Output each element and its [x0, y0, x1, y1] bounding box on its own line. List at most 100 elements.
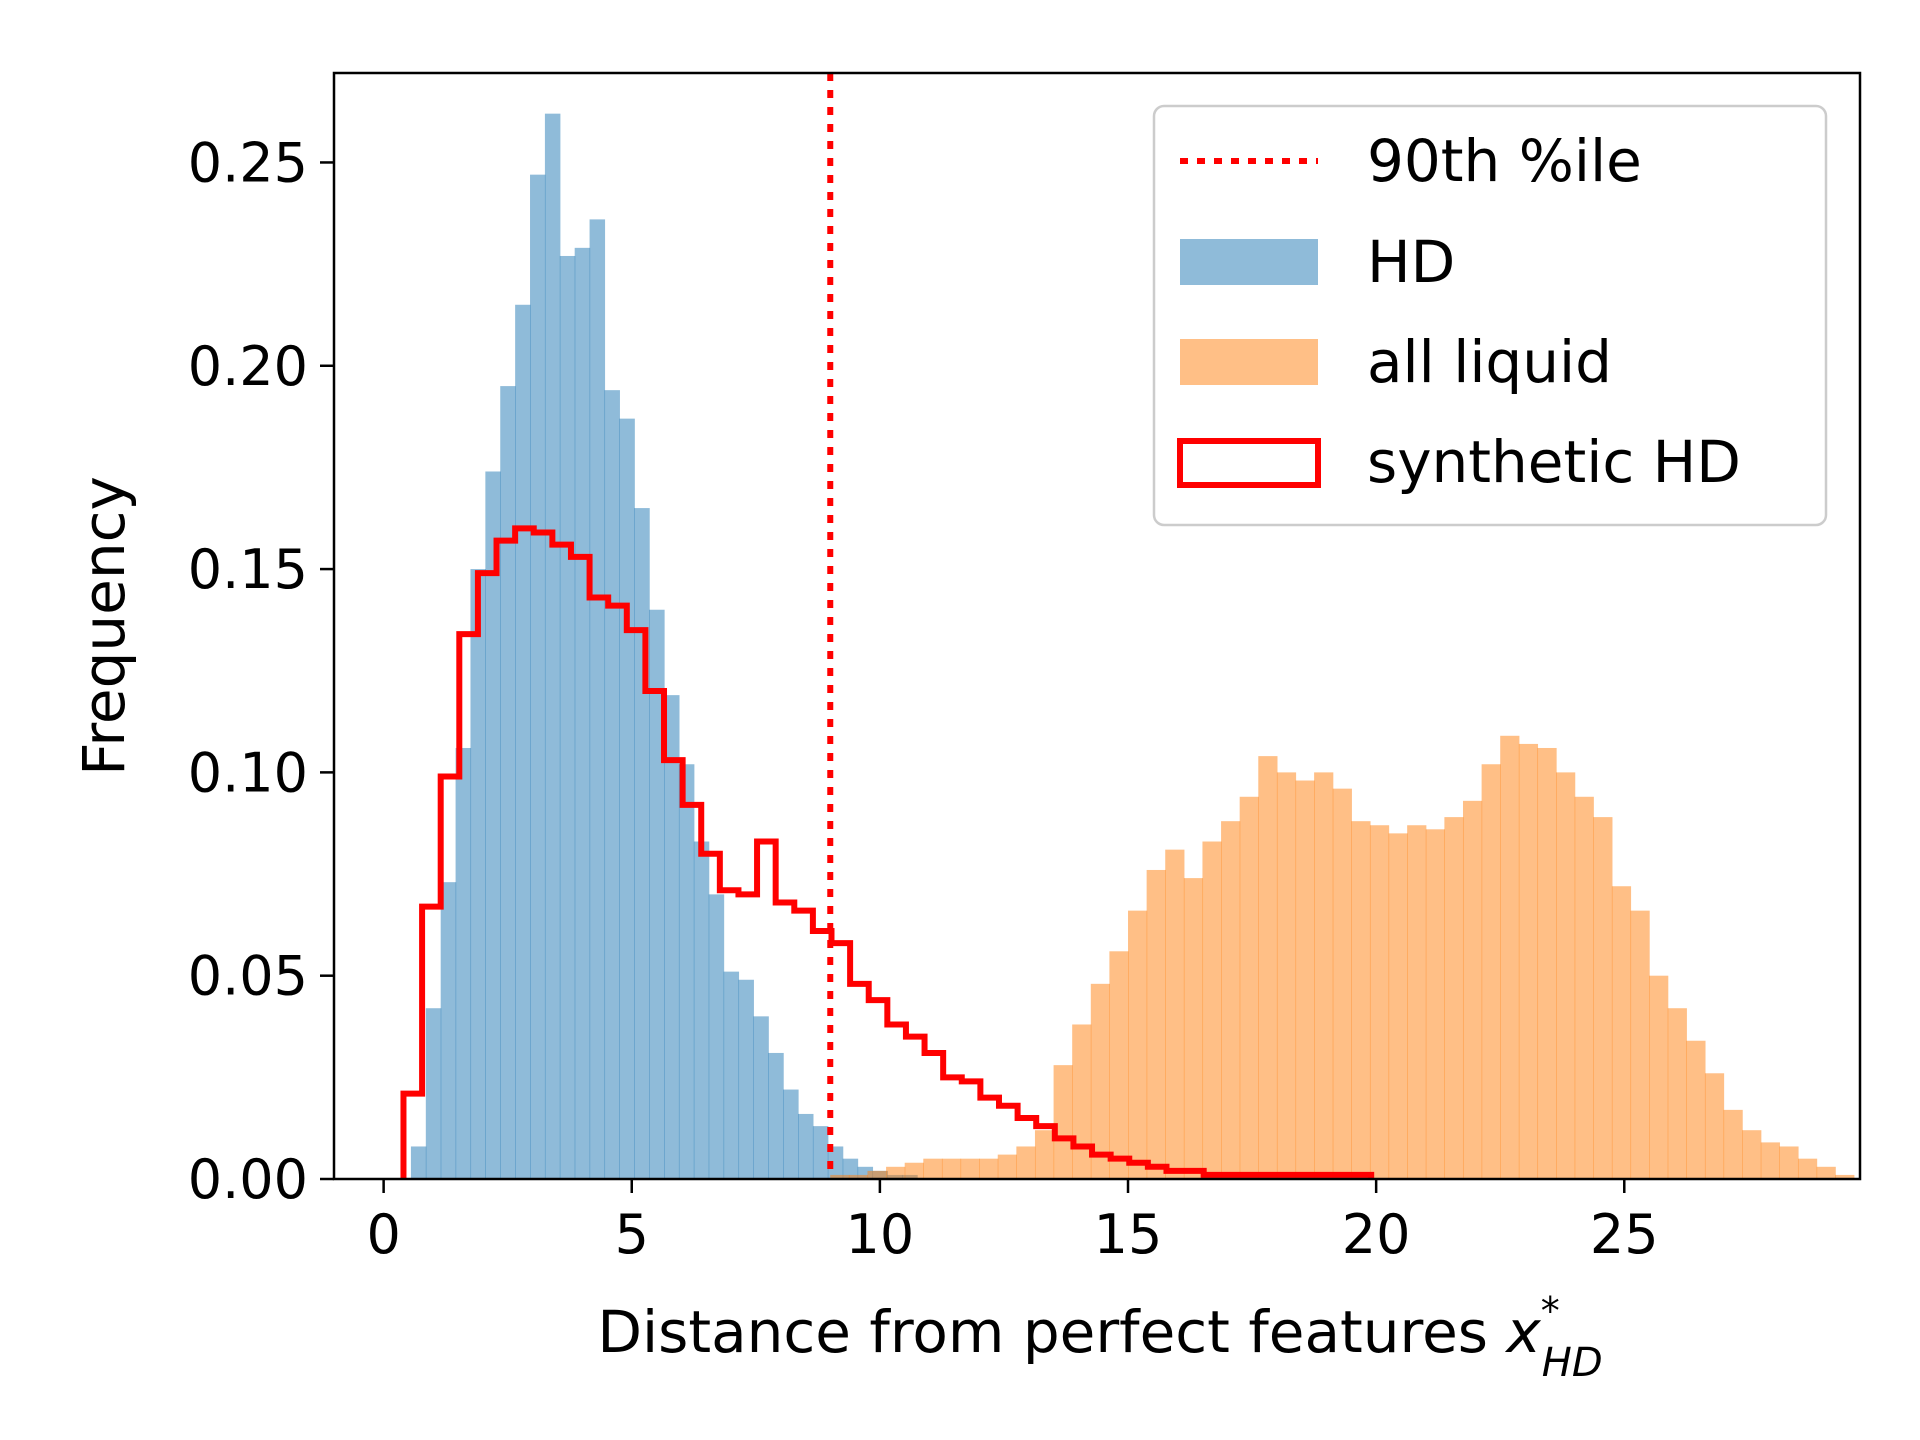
legend-swatch-all-liquid — [1180, 339, 1318, 385]
x-axis-label-variable: x — [1504, 1298, 1541, 1366]
all-liquid-bar-30 — [1388, 833, 1408, 1179]
all-liquid-bar-1 — [848, 1174, 869, 1179]
x-tick-label-20: 20 — [1342, 1203, 1411, 1266]
legend-label-synthetic-hd: synthetic HD — [1367, 428, 1741, 496]
all-liquid-bar-7 — [960, 1158, 980, 1179]
all-liquid-bar-36 — [1500, 735, 1520, 1179]
hd-bar-13 — [604, 390, 620, 1180]
hd-bar-11 — [574, 247, 591, 1179]
hd-bar-1 — [425, 1008, 442, 1179]
all-liquid-series-bars — [830, 735, 1855, 1179]
y-axis-ticks: 0.00 0.05 0.10 0.15 0.20 0.25 — [188, 131, 334, 1211]
hd-bar-4 — [470, 569, 486, 1179]
all-liquid-bar-42 — [1611, 886, 1632, 1179]
hd-bar-15 — [634, 508, 650, 1179]
x-axis-ticks: 0 5 10 15 20 25 — [366, 1179, 1659, 1266]
hd-series-bars — [410, 113, 918, 1180]
hd-bar-23 — [753, 1016, 769, 1179]
y-tick-label-2: 0.10 — [188, 741, 308, 804]
legend: 90th %ile HD all liquid synthetic HD — [1152, 104, 1828, 527]
all-liquid-bar-53 — [1816, 1166, 1836, 1179]
all-liquid-bar-54 — [1835, 1174, 1855, 1179]
hd-bar-12 — [589, 219, 606, 1180]
all-liquid-bar-40 — [1574, 796, 1594, 1179]
all-liquid-bar-24 — [1276, 772, 1297, 1179]
all-liquid-bar-41 — [1593, 817, 1613, 1179]
all-liquid-bar-12 — [1053, 1065, 1073, 1179]
hd-bar-8 — [530, 174, 546, 1179]
hd-bar-29 — [842, 1158, 859, 1179]
all-liquid-bar-15 — [1109, 951, 1129, 1179]
all-liquid-bar-5 — [923, 1158, 943, 1179]
all-liquid-bar-50 — [1760, 1142, 1780, 1179]
x-tick-label-15: 15 — [1094, 1203, 1163, 1266]
x-tick-label-25: 25 — [1590, 1203, 1659, 1266]
hd-bar-27 — [812, 1126, 829, 1179]
all-liquid-bar-29 — [1369, 825, 1390, 1179]
all-liquid-bar-34 — [1462, 800, 1483, 1179]
hd-bar-17 — [664, 695, 680, 1179]
y-tick-label-4: 0.20 — [188, 335, 308, 398]
x-tick-label-5: 5 — [615, 1203, 649, 1266]
all-liquid-bar-35 — [1481, 764, 1501, 1179]
all-liquid-bar-13 — [1072, 1024, 1092, 1179]
hd-bar-3 — [455, 747, 472, 1179]
all-liquid-bar-22 — [1239, 796, 1259, 1179]
all-liquid-bar-38 — [1537, 747, 1557, 1179]
y-tick-label-1: 0.05 — [188, 945, 308, 1008]
x-axis-label: Distance from perfect features x* HD — [597, 1289, 1602, 1386]
all-liquid-bar-4 — [904, 1162, 924, 1179]
all-liquid-bar-28 — [1351, 821, 1371, 1179]
hd-bar-2 — [440, 882, 457, 1179]
all-liquid-bar-52 — [1797, 1158, 1818, 1179]
legend-label-hd: HD — [1367, 228, 1455, 296]
y-axis-label: Frequency — [70, 476, 138, 776]
all-liquid-bar-44 — [1649, 975, 1669, 1179]
legend-label-all-liquid: all liquid — [1367, 328, 1612, 396]
all-liquid-bar-2 — [867, 1170, 887, 1179]
hd-bar-21 — [723, 971, 740, 1179]
all-liquid-bar-19 — [1183, 878, 1204, 1179]
x-axis-label-superscript: * — [1541, 1289, 1560, 1333]
all-liquid-bar-8 — [979, 1158, 999, 1179]
all-liquid-bar-14 — [1090, 983, 1111, 1179]
all-liquid-bar-18 — [1165, 849, 1185, 1179]
all-liquid-bar-51 — [1779, 1146, 1799, 1179]
all-liquid-bar-25 — [1295, 780, 1315, 1179]
legend-label-90th-percentile: 90th %ile — [1367, 127, 1642, 195]
hd-bar-19 — [693, 841, 710, 1179]
all-liquid-bar-32 — [1425, 829, 1445, 1179]
hd-bar-26 — [798, 1113, 814, 1179]
all-liquid-bar-49 — [1742, 1130, 1762, 1179]
all-liquid-bar-37 — [1518, 743, 1539, 1179]
all-liquid-bar-31 — [1407, 825, 1427, 1179]
all-liquid-bar-16 — [1128, 910, 1148, 1179]
all-liquid-bar-27 — [1332, 788, 1352, 1179]
hd-bar-9 — [544, 113, 561, 1180]
all-liquid-bar-47 — [1704, 1073, 1725, 1179]
all-liquid-bar-0 — [830, 1174, 850, 1179]
all-liquid-bar-45 — [1667, 1008, 1687, 1179]
hd-bar-14 — [619, 418, 635, 1179]
all-liquid-bar-20 — [1202, 841, 1222, 1179]
x-axis-label-subscript: HD — [1542, 1340, 1603, 1386]
all-liquid-bar-33 — [1444, 817, 1464, 1179]
all-liquid-bar-26 — [1314, 772, 1334, 1179]
hd-bar-16 — [649, 609, 665, 1179]
all-liquid-bar-23 — [1258, 756, 1278, 1179]
hd-bar-22 — [738, 979, 754, 1179]
hd-bar-5 — [485, 471, 501, 1179]
legend-swatch-synthetic-hd — [1177, 438, 1321, 488]
all-liquid-bar-43 — [1630, 910, 1650, 1179]
legend-frame — [1152, 104, 1828, 527]
all-liquid-bar-48 — [1723, 1109, 1743, 1179]
hd-bar-28 — [827, 1146, 844, 1179]
plot-frame — [332, 71, 1862, 1181]
y-tick-label-5: 0.25 — [188, 131, 308, 194]
hd-bar-24 — [768, 1052, 784, 1179]
all-liquid-bar-11 — [1034, 1130, 1055, 1179]
all-liquid-bar-17 — [1146, 869, 1166, 1179]
x-tick-label-0: 0 — [366, 1203, 400, 1266]
hd-bar-10 — [559, 255, 576, 1180]
